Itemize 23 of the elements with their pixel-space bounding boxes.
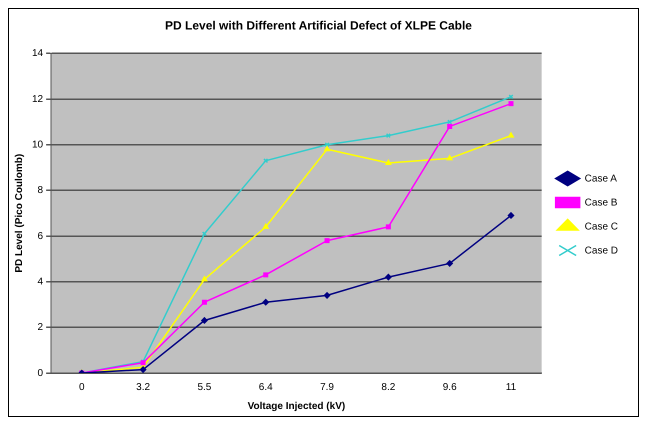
x-axis-title: Voltage Injected (kV) — [248, 400, 346, 412]
x-tick-label: 5.5 — [197, 382, 212, 393]
legend-label: Case A — [584, 173, 618, 184]
y-tick-label: 6 — [38, 230, 44, 242]
legend-label: Case D — [584, 245, 618, 256]
y-tick-label: 14 — [32, 48, 44, 60]
x-tick-label: 11 — [506, 382, 517, 393]
x-tick-label: 6.4 — [258, 382, 274, 393]
y-tick-label: 2 — [38, 322, 44, 334]
x-tick-label: 9.6 — [442, 382, 458, 393]
x-tick-label: 7.9 — [320, 382, 334, 393]
y-axis-title: PD Level (Pico Coulomb) — [14, 154, 25, 273]
y-tick-label: 10 — [32, 139, 44, 150]
y-tick-label: 0 — [38, 368, 44, 379]
y-tick-label: 12 — [32, 94, 44, 105]
x-tick-label: 0 — [79, 382, 85, 393]
legend-label: Case C — [584, 221, 618, 232]
y-tick-label: 8 — [38, 185, 44, 196]
chart-title: PD Level with Different Artificial Defect of XLPE Cable — [165, 18, 472, 33]
y-tick-label: 4 — [38, 276, 44, 288]
legend-label: Case B — [584, 197, 618, 208]
x-tick-label: 8.2 — [381, 382, 396, 393]
x-tick-label: 3.2 — [136, 382, 150, 393]
